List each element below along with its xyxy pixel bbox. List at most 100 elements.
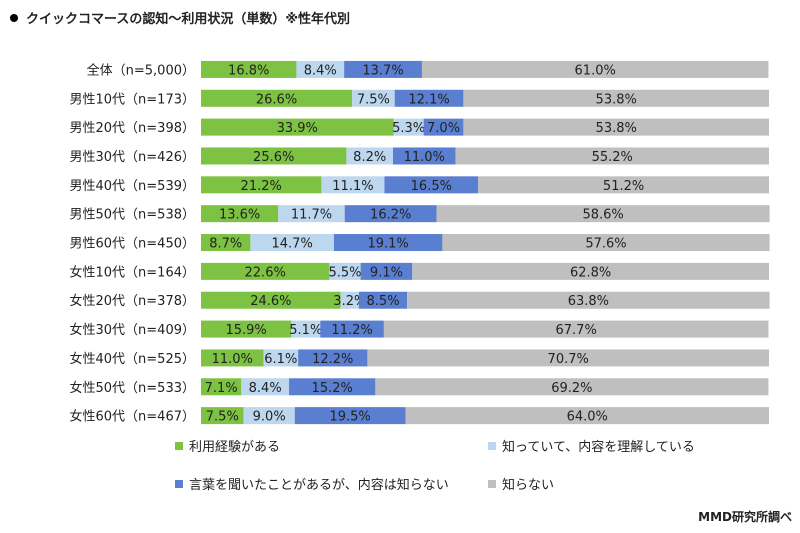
legend-label-used: 利用経験がある (189, 440, 281, 455)
data-label-unknown: 58.6% (582, 208, 623, 223)
data-label-used: 7.1% (205, 381, 238, 396)
category-label: 女性30代（n=409） (70, 322, 196, 338)
data-label-know-understand: 5.5% (328, 265, 361, 280)
legend-item-unknown: 知らない (488, 474, 554, 493)
legend-swatch-unknown (488, 479, 496, 488)
data-label-used: 16.8% (228, 63, 269, 78)
data-label-know-understand: 8.4% (304, 63, 337, 78)
data-label-know-understand: 7.5% (357, 92, 390, 107)
bar-segment-heard (358, 291, 408, 309)
chart-title: クイックコマースの認知～利用状況（単数）※性年代別 (26, 12, 350, 27)
category-label: 女性50代（n=533） (70, 380, 196, 396)
bar-segment-unknown (421, 60, 769, 78)
bar-segment-used (201, 407, 244, 425)
bar-segment-heard (320, 320, 384, 338)
bar-segment-know-understand (321, 176, 385, 194)
data-label-heard: 12.2% (312, 352, 353, 367)
data-label-know-understand: 8.2% (353, 150, 386, 165)
data-label-know-understand: 14.7% (272, 237, 313, 252)
bar-segment-heard (394, 89, 464, 107)
bar-segment-used (201, 147, 347, 165)
bar-segment-know-understand (291, 320, 321, 338)
bar-segment-used (201, 378, 242, 396)
category-label: 男性50代（n=538） (70, 208, 196, 223)
data-label-know-understand: 9.0% (253, 410, 286, 425)
data-label-unknown: 53.8% (596, 121, 637, 136)
category-label: 女性60代（n=467） (70, 409, 196, 425)
bar-segment-unknown (375, 378, 769, 396)
bar-segment-know-understand (340, 291, 359, 309)
bar-segment-used (201, 205, 279, 223)
category-label: 男性60代（n=450） (70, 237, 196, 252)
bar-segment-heard (289, 378, 376, 396)
bar-segment-unknown (407, 291, 770, 309)
bar-segment-know-understand (243, 407, 295, 425)
data-label-heard: 19.5% (329, 410, 370, 425)
data-label-heard: 16.2% (370, 208, 411, 223)
bar-segment-used (201, 234, 251, 252)
bar-segment-used (201, 262, 330, 280)
data-label-used: 7.5% (206, 410, 239, 425)
legend-label-unknown: 知らない (502, 478, 555, 493)
data-label-used: 15.9% (225, 323, 266, 338)
data-label-heard: 11.0% (404, 150, 445, 165)
data-label-heard: 12.1% (408, 92, 449, 107)
bar-segment-unknown (455, 147, 769, 165)
legend-swatch-heard (175, 479, 183, 488)
category-label: 女性20代（n=378） (70, 293, 196, 309)
data-label-unknown: 61.0% (575, 63, 616, 78)
bar-segment-know-understand (278, 205, 345, 223)
bar-segment-used (201, 320, 292, 338)
legend-label-know-understand: 知っていて、内容を理解している (502, 440, 695, 455)
data-label-know-understand: 11.1% (332, 179, 373, 194)
data-label-know-understand: 5.1% (289, 323, 322, 338)
data-label-used: 11.0% (212, 352, 253, 367)
data-label-heard: 16.5% (411, 179, 452, 194)
bar-segment-heard (333, 234, 443, 252)
bullet-icon (10, 13, 18, 22)
chart-title-row: クイックコマースの認知～利用状況（単数）※性年代別 (10, 8, 350, 27)
legend-item-used: 利用経験がある (175, 436, 280, 455)
data-label-unknown: 63.8% (568, 294, 609, 309)
category-label: 女性10代（n=164） (70, 264, 196, 280)
data-label-used: 13.6% (219, 208, 260, 223)
data-label-unknown: 57.6% (585, 237, 626, 252)
data-label-unknown: 64.0% (567, 410, 608, 425)
data-label-know-understand: 5.3% (392, 121, 425, 136)
bar-segment-know-understand (346, 147, 393, 165)
bar-segment-heard (384, 176, 479, 194)
data-label-used: 21.2% (241, 179, 282, 194)
bar-segment-used (201, 89, 353, 107)
bar-segment-know-understand (241, 378, 290, 396)
category-label: 男性10代（n=173） (70, 92, 196, 107)
bar-segment-know-understand (250, 234, 334, 252)
data-label-heard: 7.0% (427, 121, 460, 136)
bar-segment-heard (294, 407, 406, 425)
bar-segment-unknown (436, 205, 770, 223)
bar-segment-unknown (367, 349, 769, 367)
bar-segment-used (201, 176, 322, 194)
data-label-used: 22.6% (245, 265, 286, 280)
data-label-used: 26.6% (256, 92, 297, 107)
data-label-heard: 9.1% (370, 265, 403, 280)
data-label-unknown: 62.8% (570, 265, 611, 280)
data-label-used: 25.6% (253, 150, 294, 165)
data-label-unknown: 69.2% (551, 381, 592, 396)
data-label-heard: 11.2% (331, 323, 372, 338)
bar-segment-heard (344, 60, 422, 78)
category-label: 男性40代（n=539） (70, 179, 196, 194)
bar-segment-unknown (463, 118, 769, 136)
data-label-unknown: 55.2% (592, 150, 633, 165)
data-label-know-understand: 3.2% (333, 294, 366, 309)
bar-segment-know-understand (263, 349, 299, 367)
data-label-heard: 19.1% (367, 237, 408, 252)
legend-swatch-used (175, 441, 183, 450)
bar-segment-know-understand (352, 89, 395, 107)
bar-segment-used (201, 349, 264, 367)
data-label-know-understand: 11.7% (291, 208, 332, 223)
data-label-unknown: 67.7% (556, 323, 597, 338)
data-label-know-understand: 6.1% (264, 352, 297, 367)
bar-segment-heard (344, 205, 437, 223)
bar-segment-unknown (412, 262, 769, 280)
